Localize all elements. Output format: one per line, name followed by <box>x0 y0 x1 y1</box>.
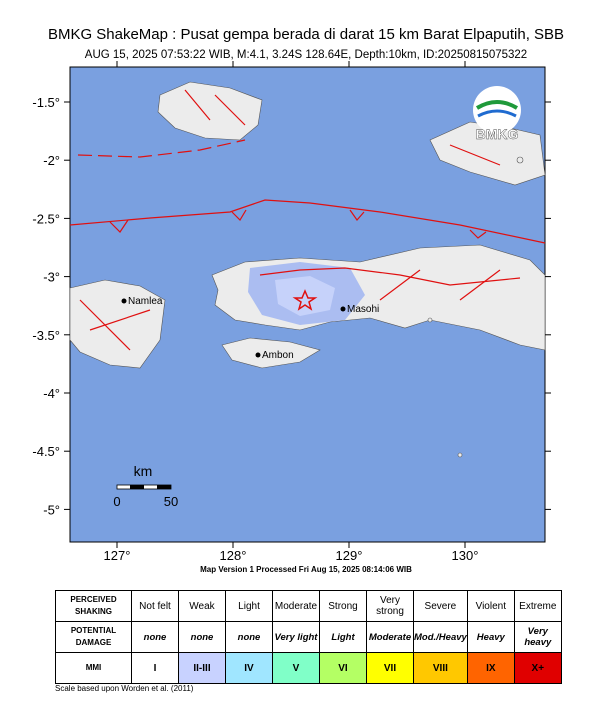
shaking-cell: Weak <box>178 590 226 622</box>
row-header-line: POTENTIAL <box>70 626 117 635</box>
place-label: Ambon <box>262 350 294 361</box>
shakemap: BMKG ShakeMap : Pusat gempa berada di da… <box>32 26 564 574</box>
lat-label: -4.5° <box>32 444 60 459</box>
lon-label: 127° <box>104 548 131 563</box>
mmi-cell: VI <box>319 652 367 684</box>
row-header: POTENTIAL DAMAGE <box>55 621 132 653</box>
row-header-line: PERCEIVED <box>70 595 117 604</box>
row-header-line: MMI <box>85 663 102 672</box>
damage-cell: none <box>131 621 179 653</box>
scale-label: 50 <box>164 494 178 509</box>
mmi-cell: IV <box>225 652 273 684</box>
place-dot <box>255 352 261 358</box>
mmi-legend: PERCEIVED SHAKING Not felt Weak Light Moderat… <box>55 590 562 684</box>
row-header: MMI <box>55 652 132 684</box>
shaking-cell: Moderate <box>272 590 320 622</box>
lon-label: 130° <box>452 548 479 563</box>
faults <box>69 89 546 351</box>
row-header: PERCEIVED SHAKING <box>55 590 132 622</box>
title: BMKG ShakeMap : Pusat gempa berada di da… <box>48 26 564 43</box>
scale-unit: km <box>134 463 153 479</box>
lat-label: -4° <box>43 386 60 401</box>
damage-cell: none <box>178 621 226 653</box>
processed-note: Map Version 1 Processed Fri Aug 15, 2025… <box>200 565 412 574</box>
shaking-cell: Strong <box>319 590 367 622</box>
mmi-cell: X+ <box>513 652 562 684</box>
epicenter <box>292 289 318 311</box>
scale-label: 0 <box>113 494 120 509</box>
shaking-cell: Violent <box>466 590 515 622</box>
mmi-cell: VIII <box>413 652 468 684</box>
damage-cell: Mod./Heavy <box>413 621 468 653</box>
mmi-cell: II-III <box>178 652 226 684</box>
subtitle: AUG 15, 2025 07:53:22 WIB, M:4.1, 3.24S … <box>85 49 527 61</box>
shaking-cell: Severe <box>413 590 468 622</box>
mmi-cell: IX <box>466 652 515 684</box>
legend-row: POTENTIAL DAMAGE none none none Very light Lig… <box>55 621 562 653</box>
lat-label: -2° <box>43 153 60 168</box>
scale-note: Scale based upon Worden et al. (2011) <box>55 684 194 693</box>
row-header-line: SHAKING <box>75 607 112 616</box>
damage-cell: Light <box>319 621 367 653</box>
lat-label: -3° <box>43 270 60 285</box>
mmi-cell: V <box>272 652 320 684</box>
place-dot <box>121 298 127 304</box>
shaking-cell: Light <box>225 590 273 622</box>
lat-label: -5° <box>43 502 60 517</box>
lat-label: -1.5° <box>32 95 60 110</box>
lat-label: -3.5° <box>32 328 60 343</box>
lat-label: -2.5° <box>32 211 60 226</box>
scale-bar: km 0 50 <box>113 463 178 509</box>
shaking-cell: Not felt <box>131 590 179 622</box>
mmi-cell: I <box>131 652 179 684</box>
place-dot <box>340 306 346 312</box>
lon-label: 128° <box>220 548 247 563</box>
damage-cell: Very light <box>272 621 320 653</box>
shaking-cell: Very strong <box>366 590 414 622</box>
place-label: Namlea <box>128 296 163 307</box>
logo-text: BMKG <box>476 126 519 142</box>
shaking-cell: Extreme <box>513 590 562 622</box>
row-header-line: DAMAGE <box>75 638 112 647</box>
mmi-cell: VII <box>366 652 414 684</box>
legend-row: PERCEIVED SHAKING Not felt Weak Light Moderat… <box>55 590 562 622</box>
damage-cell: none <box>225 621 273 653</box>
damage-cell: Very heavy <box>513 621 562 653</box>
place-label: Masohi <box>347 304 379 315</box>
damage-cell: Moderate <box>366 621 414 653</box>
damage-cell: Heavy <box>466 621 515 653</box>
lon-label: 129° <box>336 548 363 563</box>
legend-row: MMI I II-III IV V VI VII VIII IX X+ <box>55 652 562 684</box>
logo: BMKG <box>473 86 521 142</box>
